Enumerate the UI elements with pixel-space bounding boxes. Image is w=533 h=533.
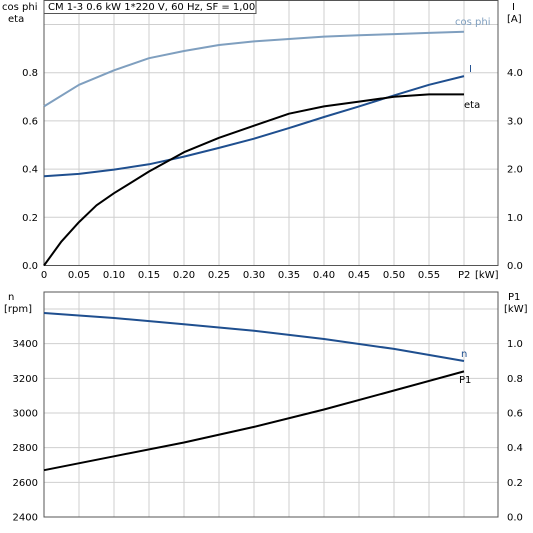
top-x-tick-label: 0.30 <box>243 270 265 281</box>
top-x-tick-label: 0.50 <box>383 270 405 281</box>
bottom-plot-frame <box>43 291 499 518</box>
top-x-tick-label: 0.20 <box>173 270 195 281</box>
top-left-tick-label: 0.2 <box>22 213 38 224</box>
bottom-grid <box>44 292 498 517</box>
top-right-tick-label: 3.0 <box>507 116 523 127</box>
top-x-tick-label: 0.55 <box>418 270 440 281</box>
bottom-right-axis-label-1: P1 <box>508 292 520 303</box>
top-plot-frame <box>43 0 499 266</box>
top-grid <box>44 1 498 265</box>
series-label-cos-phi: cos phi <box>455 17 490 28</box>
top-x-tick-label: 0.10 <box>103 270 125 281</box>
series-line-I <box>43 75 465 178</box>
series-line-n <box>43 312 465 362</box>
top-right-tick-label: 1.0 <box>507 213 523 224</box>
series-label-n: n <box>461 349 467 360</box>
top-right-axis-label-1: I <box>512 2 515 13</box>
top-left-tick-label: 0.0 <box>22 261 38 272</box>
top-x-tick-label: 0.25 <box>208 270 230 281</box>
bottom-left-tick-label: 3400 <box>13 339 38 350</box>
bottom-right-tick-label: 0.6 <box>507 409 523 420</box>
bottom-left-tick-label: 2800 <box>13 443 38 454</box>
top-left-tick-label: 0.8 <box>22 68 38 79</box>
chart-title-box <box>43 0 257 14</box>
bottom-series-group <box>43 312 465 472</box>
top-x-axis-unit: [kW] <box>475 270 499 281</box>
top-x-tick-label: 0.45 <box>348 270 370 281</box>
series-label-P1: P1 <box>459 375 471 386</box>
series-line-eta <box>43 93 464 267</box>
series-line-cos-phi <box>43 30 465 108</box>
top-left-axis-label-2: eta <box>8 14 24 25</box>
top-x-axis-label: P2 <box>458 270 470 281</box>
bottom-left-tick-label: 3200 <box>13 374 38 385</box>
bottom-right-tick-label: 0.0 <box>507 513 523 524</box>
bottom-left-tick-label: 2600 <box>13 478 38 489</box>
bottom-tick-labels: 2400 2600 2800 3000 3200 3400 0.0 0.2 0.4 0.6 0.8 1… <box>13 339 523 523</box>
top-right-tick-label: 2.0 <box>507 165 523 176</box>
top-x-tick-label: 0.05 <box>68 270 90 281</box>
bottom-right-tick-label: 0.2 <box>507 478 523 489</box>
bottom-left-axis-label-2: [rpm] <box>4 304 32 315</box>
bottom-right-axis-label-2: [kW] <box>504 304 528 315</box>
bottom-right-tick-label: 1.0 <box>507 339 523 350</box>
top-left-tick-label: 0.4 <box>22 165 38 176</box>
top-chart: 0 0.05 0.10 0.15 0.20 0.25 0.30 0.35 0.40 0.45 0.5… <box>2 0 523 281</box>
top-left-tick-label: 0.6 <box>22 116 38 127</box>
top-x-tick-label: 0 <box>41 270 47 281</box>
chart-title: CM 1-3 0.6 kW 1*220 V, 60 Hz, SF = 1,00 <box>48 2 255 13</box>
bottom-right-tick-label: 0.8 <box>507 374 523 385</box>
top-right-tick-label: 0.0 <box>507 261 523 272</box>
bottom-chart: 2400 2600 2800 3000 3200 3400 0.0 0.2 0.4 0.6 0.8 1… <box>4 291 528 524</box>
top-right-tick-label: 4.0 <box>507 68 523 79</box>
top-right-axis-label-2: [A] <box>507 14 522 25</box>
series-label-I: I <box>469 64 472 75</box>
bottom-left-tick-label: 3000 <box>13 409 38 420</box>
top-tick-labels: 0 0.05 0.10 0.15 0.20 0.25 0.30 0.35 0.40 0.45 0.5… <box>22 17 523 281</box>
bottom-left-axis-label-1: n <box>8 292 14 303</box>
top-x-tick-label: 0.40 <box>313 270 335 281</box>
top-x-tick-label: 0.35 <box>278 270 300 281</box>
bottom-left-tick-label: 2400 <box>13 513 38 524</box>
series-label-eta: eta <box>464 100 480 111</box>
top-series-group <box>43 30 465 267</box>
series-line-P1 <box>43 370 465 472</box>
top-x-tick-label: 0.15 <box>138 270 160 281</box>
bottom-right-tick-label: 0.4 <box>507 443 523 454</box>
top-left-axis-label-1: cos phi <box>2 2 37 13</box>
